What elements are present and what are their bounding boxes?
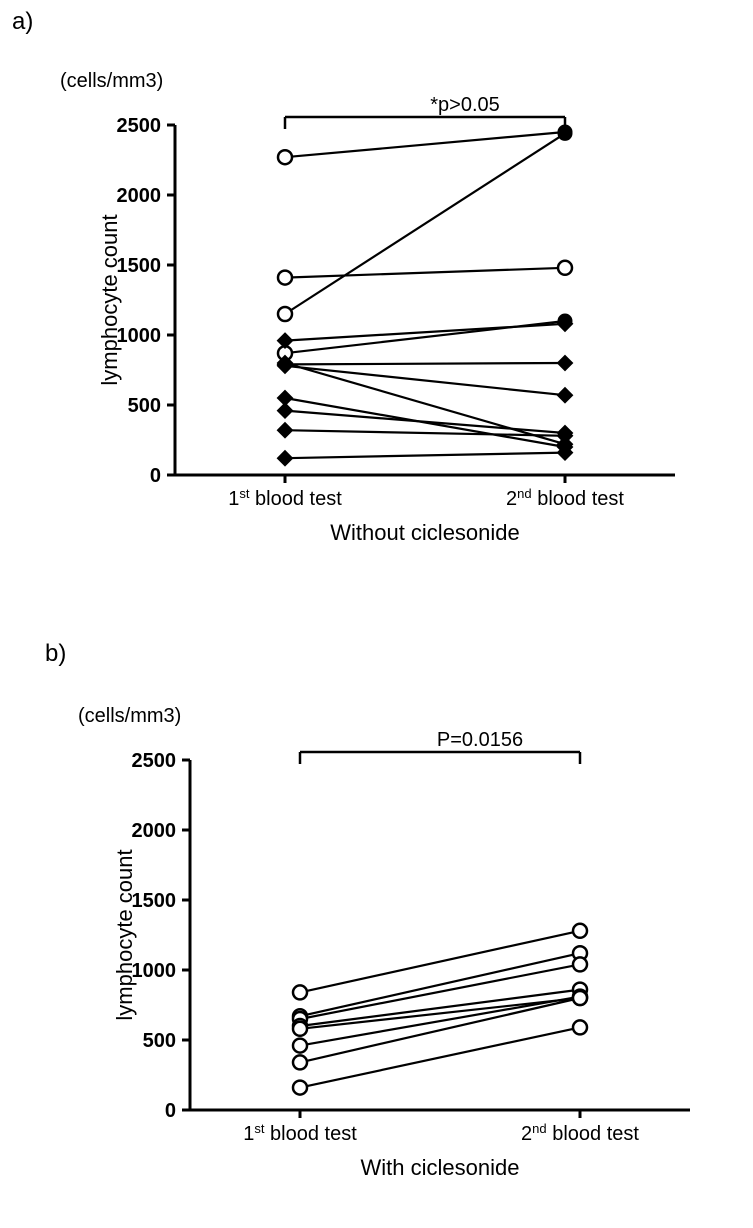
svg-text:Without ciclesonide: Without ciclesonide: [330, 520, 520, 545]
panel-a-label: a): [12, 8, 33, 36]
svg-text:2500: 2500: [132, 750, 177, 772]
svg-text:1500: 1500: [132, 890, 177, 912]
svg-text:500: 500: [128, 395, 161, 417]
panel-b-label: b): [45, 640, 66, 668]
svg-text:1000: 1000: [117, 325, 162, 347]
svg-text:0: 0: [165, 1100, 176, 1122]
svg-text:500: 500: [143, 1030, 176, 1052]
svg-text:2nd blood test: 2nd blood test: [506, 486, 624, 511]
figure-container: a) (cells/mm3) 050010001500200025001st b…: [0, 0, 753, 1228]
svg-text:1500: 1500: [117, 255, 162, 277]
svg-text:0: 0: [150, 465, 161, 487]
svg-text:2nd blood test: 2nd blood test: [521, 1121, 639, 1146]
svg-text:2000: 2000: [132, 820, 177, 842]
svg-text:1st blood test: 1st blood test: [228, 486, 342, 511]
svg-text:2000: 2000: [117, 185, 162, 207]
svg-text:lymphocyte count: lymphocyte count: [97, 214, 122, 385]
svg-text:1st blood test: 1st blood test: [243, 1121, 357, 1146]
svg-text:*p>0.05: *p>0.05: [430, 94, 500, 116]
svg-text:lymphocyte count: lymphocyte count: [112, 849, 137, 1020]
svg-text:With ciclesonide: With ciclesonide: [361, 1155, 520, 1180]
svg-text:1000: 1000: [132, 960, 177, 982]
panel-a-chart: 0 500 1000 1500 2000 2500 1st blood test 2nd bl…: [95, 90, 695, 570]
svg-text:2500: 2500: [117, 115, 162, 137]
panel-b-chart: 0 500 1000 1500 2000 2500 1st blood test 2nd bl…: [110, 725, 710, 1205]
svg-text:P=0.0156: P=0.0156: [437, 729, 523, 751]
